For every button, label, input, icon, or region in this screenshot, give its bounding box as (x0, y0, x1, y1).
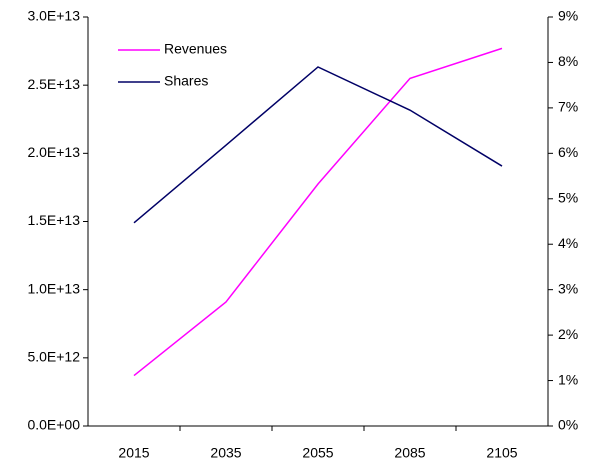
y2-tick-label: 2% (558, 326, 578, 342)
y2-tick-label: 7% (558, 99, 578, 115)
y-tick-label: 1.5E+13 (27, 212, 80, 228)
y2-tick-label: 4% (558, 235, 578, 251)
y2-tick-label: 3% (558, 280, 578, 296)
y-tick-label: 0.0E+00 (27, 417, 80, 433)
series-line (133, 47, 503, 377)
x-tick-label: 2035 (210, 445, 241, 461)
y-tick-label: 5.0E+12 (27, 349, 80, 365)
y2-tick-label: 5% (558, 189, 578, 205)
y2-tick-label: 1% (558, 371, 578, 387)
y2-tick-label: 6% (558, 144, 578, 160)
y2-tick-label: 0% (558, 417, 578, 433)
x-tick-label: 2105 (486, 445, 517, 461)
x-tick-label: 2055 (302, 445, 333, 461)
y-tick-label: 2.0E+13 (27, 144, 80, 160)
legend-label: Revenues (164, 41, 227, 57)
y2-tick-label: 8% (558, 53, 578, 69)
y2-tick-label: 9% (558, 8, 578, 24)
legend-label: Shares (164, 73, 208, 89)
y-tick-label: 1.0E+13 (27, 280, 80, 296)
y-tick-label: 3.0E+13 (27, 8, 80, 24)
x-tick-label: 2015 (118, 445, 149, 461)
y-tick-label: 2.5E+13 (27, 76, 80, 92)
series-line (133, 66, 503, 224)
x-tick-label: 2085 (394, 445, 425, 461)
